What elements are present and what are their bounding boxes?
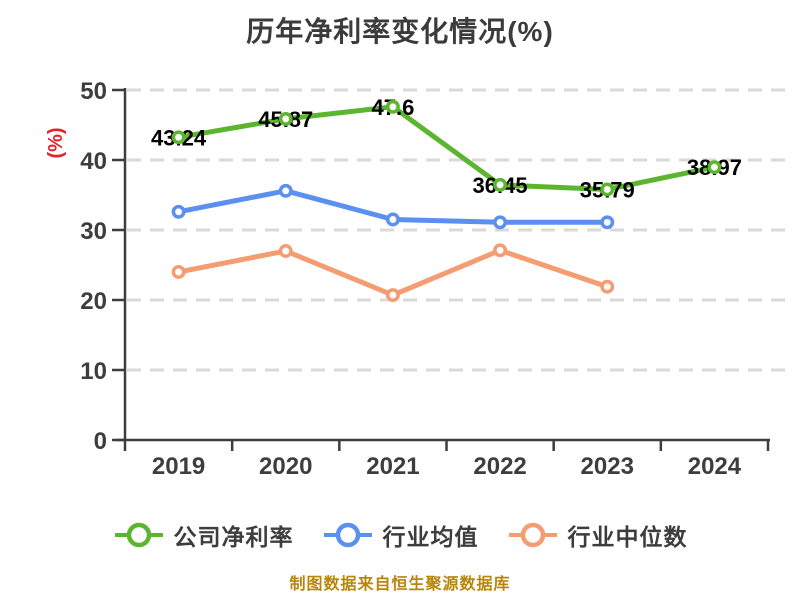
- marker-s2-2022: [493, 243, 508, 258]
- marker-s0-2023: [600, 182, 615, 197]
- series-line-0: [176, 104, 717, 192]
- y-tick-label-10: 10: [80, 358, 107, 385]
- marker-s0-2021: [385, 99, 400, 114]
- marker-s0-2022: [493, 177, 508, 192]
- legend-item-industry-mean: 行业均值: [322, 518, 479, 552]
- marker-s2-2021: [385, 288, 400, 303]
- x-tick-label-2023: 2023: [581, 453, 634, 480]
- marker-s0-2024: [707, 160, 722, 175]
- legend-label-industry-median: 行业中位数: [567, 524, 688, 550]
- x-tick-label-2022: 2022: [473, 453, 526, 480]
- y-tick-label-20: 20: [80, 288, 107, 315]
- marker-s0-2019: [171, 130, 186, 145]
- marker-s0-2020: [278, 111, 293, 126]
- x-tick-label-2021: 2021: [366, 453, 419, 480]
- marker-s1-2023: [600, 215, 615, 230]
- orange-line-marker-icon: [508, 522, 557, 548]
- y-tick-label-40: 40: [80, 148, 107, 175]
- marker-s1-2019: [171, 204, 186, 219]
- legend-item-industry-median: 行业中位数: [507, 518, 688, 552]
- marker-s2-2019: [171, 265, 186, 279]
- y-tick-label-50: 50: [80, 78, 107, 105]
- marker-s2-2020: [278, 244, 293, 258]
- chart-title: 历年净利率变化情况(%): [246, 16, 554, 47]
- marker-s1-2020: [278, 183, 293, 198]
- legend-item-company-net-margin: 公司净利率: [113, 518, 294, 552]
- x-tick-label-2024: 2024: [688, 453, 742, 480]
- x-tick-label-2019: 2019: [152, 453, 205, 480]
- y-tick-label-0: 0: [94, 428, 107, 455]
- blue-line-marker-icon: [323, 522, 372, 548]
- data-source-note: 制图数据来自恒生聚源数据库: [289, 576, 511, 593]
- green-line-marker-icon: [114, 522, 163, 548]
- marker-s1-2021: [385, 212, 400, 227]
- y-axis-unit-label: (%): [45, 127, 67, 158]
- marker-s1-2022: [493, 215, 508, 230]
- legend-label-company-net-margin: 公司净利率: [173, 524, 294, 550]
- y-tick-label-30: 30: [80, 218, 107, 245]
- legend-label-industry-mean: 行业均值: [382, 524, 479, 550]
- x-tick-label-2020: 2020: [259, 453, 312, 480]
- chart-legend: 公司净利率 行业均值 行业中位数: [0, 518, 800, 552]
- marker-s2-2023: [600, 279, 615, 294]
